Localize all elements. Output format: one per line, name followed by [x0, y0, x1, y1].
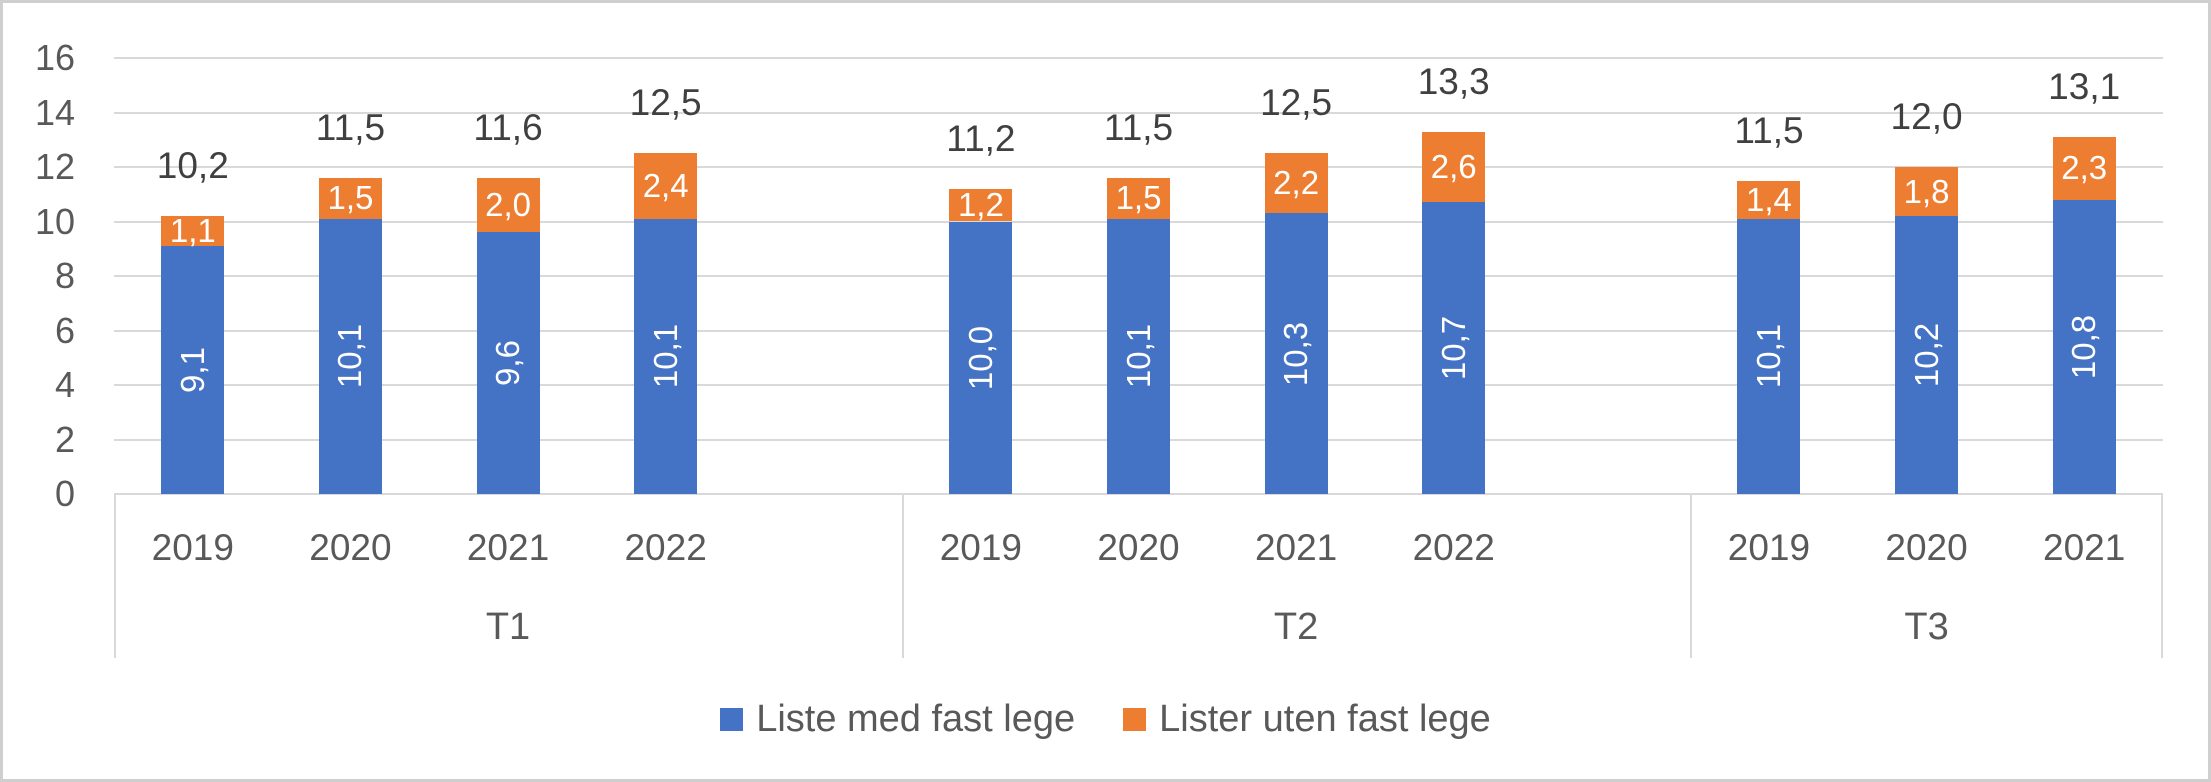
bar-segment-lister-uten-fast-lege [476, 177, 540, 233]
bar-segment-lister-uten-fast-lege [1895, 167, 1959, 217]
bar-total-label: 11,6 [473, 106, 543, 148]
legend-swatch-orange-icon [1123, 707, 1147, 731]
bar-total-label: 12,0 [1890, 96, 1963, 137]
x-axis-year-label: 2019 [939, 527, 1023, 568]
bar-value-label-blue: 10,1 [1749, 324, 1787, 389]
x-axis-year-label: 2022 [624, 527, 707, 568]
bar-value-label-blue: 10,8 [2065, 314, 2103, 379]
bar-segment-liste-med-fast-lege [1737, 218, 1801, 494]
bar-value-label-blue: 10,3 [1277, 321, 1315, 386]
bar-value-label-blue: 10,0 [961, 325, 999, 390]
bar-segment-liste-med-fast-lege [476, 232, 540, 494]
bar-value-label-orange: 1,1 [169, 212, 216, 250]
plot-area: 0 2 4 6 8 10 12 14 16 9,1 1,1 10,2 2019 10,1 1,5 11,5 20… [3, 3, 2208, 779]
bar-segment-liste-med-fast-lege [2052, 199, 2116, 494]
x-axis-group-label-t1: T1 [485, 606, 531, 648]
bar-segment-lister-uten-fast-lege [949, 188, 1013, 222]
bar-value-label-orange: 1,5 [327, 179, 374, 217]
bar-total-label: 12,5 [629, 82, 702, 124]
bar-segment-liste-med-fast-lege [949, 221, 1013, 494]
y-axis-tick-label: 6 [54, 309, 75, 351]
x-axis-year-label: 2019 [151, 527, 234, 568]
x-axis-year-label: 2021 [1254, 527, 1338, 568]
bar-segment-liste-med-fast-lege [1422, 202, 1486, 494]
bar-total-label: 12,5 [1260, 82, 1333, 124]
y-axis-tick-label: 4 [54, 364, 75, 405]
bar-value-label-orange: 1,4 [1746, 180, 1792, 218]
y-axis-tick-label: 0 [54, 473, 75, 514]
bar-segment-lister-uten-fast-lege [1737, 180, 1801, 219]
bar-value-label-blue: 10,1 [646, 324, 684, 389]
bar-total-label: 11,5 [315, 106, 386, 148]
x-axis-line [114, 493, 2163, 495]
y-axis-tick-label: 10 [34, 200, 75, 242]
x-axis-year-label: 2019 [1727, 527, 1811, 568]
gridline [114, 111, 2163, 114]
bar-value-label-orange: 2,2 [1273, 164, 1320, 202]
legend-label-lister-uten-fast-lege: Lister uten fast lege [1159, 697, 1491, 740]
bar-total-label: 11,5 [1103, 106, 1174, 148]
gridline [114, 166, 2163, 168]
x-axis-group-label-t2: T2 [1273, 606, 1319, 648]
legend-item-liste-med-fast-lege: Liste med fast lege [720, 698, 1075, 741]
bar-segment-liste-med-fast-lege [634, 218, 698, 494]
bar-segment-lister-uten-fast-lege [2052, 137, 2116, 200]
bar-value-label-orange: 2,0 [485, 186, 531, 224]
y-axis-tick-label: 14 [34, 91, 75, 133]
bar-value-label-blue: 9,1 [173, 347, 211, 393]
legend: Liste med fast lege Lister uten fast leg… [3, 697, 2208, 741]
bar-segment-lister-uten-fast-lege [1264, 153, 1328, 214]
x-axis-year-label: 2021 [466, 527, 550, 568]
bar-value-label-blue: 10,1 [1119, 324, 1157, 389]
category-divider-line [2161, 494, 2163, 658]
category-divider-line [114, 494, 116, 658]
y-axis-tick-label: 12 [34, 146, 75, 187]
category-divider-line [902, 494, 905, 658]
bar-total-label: 10,2 [156, 145, 229, 187]
bar-value-label-blue: 10,1 [331, 324, 369, 389]
y-axis-tick-label: 16 [34, 37, 75, 78]
x-axis-year-label: 2021 [2043, 527, 2126, 568]
bar-segment-liste-med-fast-lege [1107, 218, 1170, 494]
bar-segment-liste-med-fast-lege [1895, 216, 1959, 494]
bar-segment-liste-med-fast-lege [161, 246, 225, 494]
bar-value-label-blue: 10,7 [1434, 316, 1472, 381]
gridline [114, 57, 2163, 59]
x-axis-year-label: 2020 [1885, 527, 1968, 568]
bar-value-label-orange: 2,3 [2061, 149, 2108, 187]
bar-segment-liste-med-fast-lege [1264, 213, 1328, 494]
bar-segment-lister-uten-fast-lege [1422, 131, 1486, 203]
bar-value-label-blue: 9,6 [489, 340, 527, 387]
x-axis-year-label: 2020 [1097, 527, 1180, 568]
legend-item-lister-uten-fast-lege: Lister uten fast lege [1123, 698, 1491, 741]
bar-total-label: 11,5 [1734, 109, 1804, 151]
bar-segment-lister-uten-fast-lege [161, 216, 225, 247]
bar-value-label-orange: 1,5 [1115, 179, 1162, 217]
bar-total-label: 11,2 [946, 117, 1016, 159]
bar-value-label-orange: 2,4 [642, 167, 689, 205]
bar-total-label: 13,1 [2048, 66, 2121, 108]
y-axis-tick-label: 2 [54, 418, 75, 460]
x-axis-group-label-t3: T3 [1904, 606, 1949, 648]
legend-swatch-blue-icon [720, 707, 744, 731]
bar-total-label: 13,3 [1417, 60, 1490, 102]
x-axis-year-label: 2020 [309, 527, 392, 568]
category-divider-line [1690, 494, 1693, 658]
legend-label-liste-med-fast-lege: Liste med fast lege [756, 697, 1076, 740]
y-axis-tick-label: 8 [54, 255, 75, 296]
bar-segment-lister-uten-fast-lege [634, 153, 698, 219]
bar-value-label-orange: 1,2 [957, 186, 1004, 224]
x-axis-year-label: 2022 [1412, 527, 1495, 568]
bar-segment-liste-med-fast-lege [318, 218, 382, 494]
bar-value-label-orange: 1,8 [1903, 172, 1950, 210]
bar-segment-lister-uten-fast-lege [1107, 177, 1170, 219]
bar-value-label-blue: 10,2 [1907, 322, 1945, 388]
bar-segment-lister-uten-fast-lege [318, 177, 382, 219]
bar-value-label-orange: 2,6 [1430, 148, 1477, 185]
